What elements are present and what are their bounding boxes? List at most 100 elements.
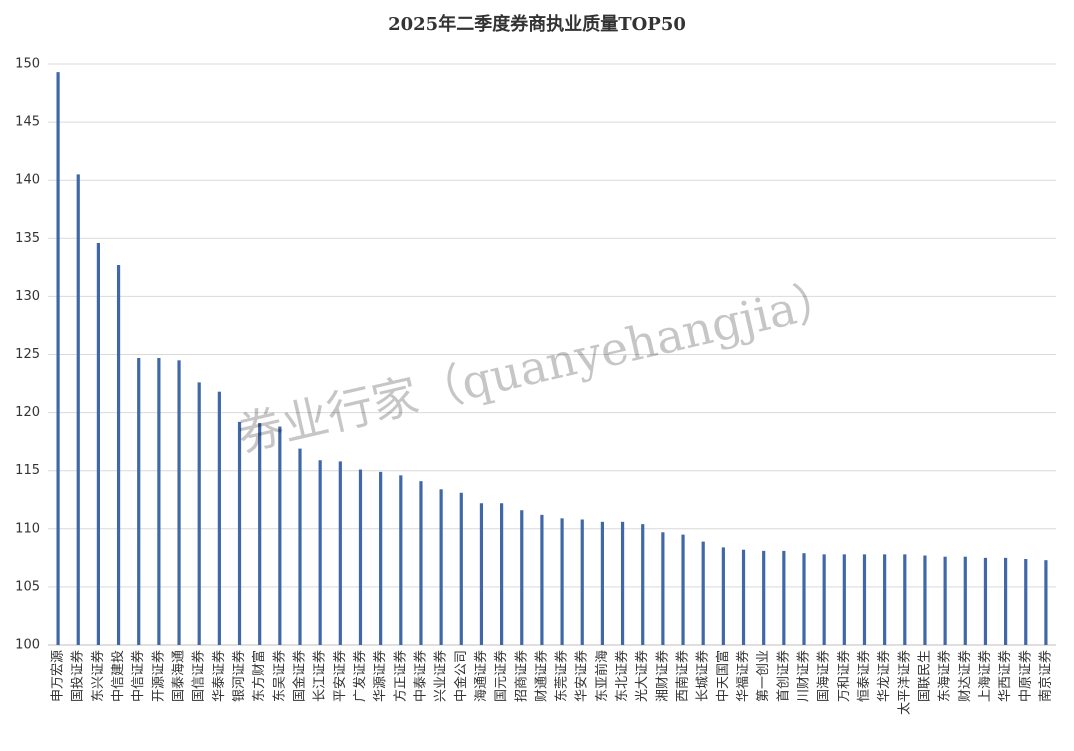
x-tick-label: 华源证券: [372, 650, 388, 702]
bar: [237, 421, 242, 645]
bar: [983, 557, 988, 645]
x-tick-label: 国元证券: [493, 650, 509, 702]
x-tick-label: 太平洋证券: [896, 650, 912, 715]
x-tick-label: 中信建投: [110, 650, 126, 702]
x-tick-label: 万和证券: [836, 650, 852, 702]
x-tick-label: 国投证券: [70, 650, 86, 702]
x-tick-label: 中金公司: [453, 650, 469, 702]
bar: [379, 471, 383, 645]
bar: [358, 469, 363, 645]
x-tick-label: 东莞证券: [554, 650, 570, 702]
x-tick-label: 东兴证券: [90, 650, 106, 702]
bar: [681, 534, 685, 645]
bar: [641, 524, 645, 645]
y-tick-label: 145: [15, 115, 40, 130]
x-tick-label: 华福证券: [735, 650, 751, 702]
bar: [318, 460, 322, 645]
x-tick-label: 中信证券: [130, 650, 146, 702]
bar: [883, 554, 887, 645]
y-tick-label: 135: [15, 231, 40, 246]
bar: [620, 521, 625, 645]
bar: [338, 461, 342, 645]
bar: [137, 357, 141, 645]
bar: [802, 553, 806, 645]
bar: [862, 554, 867, 645]
x-tick-label: 华龙证券: [876, 650, 892, 702]
bar: [903, 554, 907, 645]
x-tick-label: 光大证券: [634, 650, 650, 702]
bar: [56, 72, 60, 645]
bar: [943, 556, 947, 645]
x-tick-label: 开源证券: [150, 650, 166, 702]
x-tick-label: 华安证券: [574, 650, 590, 702]
x-tick-label: 东海证券: [937, 650, 953, 702]
x-tick-label: 中原证券: [1017, 650, 1033, 702]
x-tick-label: 第一创业: [756, 650, 771, 702]
x-tick-label: 财通证券: [533, 650, 549, 702]
x-tick-label: 银河证券: [231, 650, 247, 702]
x-tick-label: 首创证券: [775, 650, 791, 702]
bar: [600, 521, 604, 645]
x-tick-label: 上海证券: [977, 650, 993, 702]
x-tick-label: 平安证券: [332, 650, 348, 702]
bar: [1024, 559, 1028, 645]
x-tick-label: 东吴证券: [271, 650, 287, 702]
x-tick-label: 招商证券: [513, 650, 529, 702]
bar: [1044, 560, 1048, 645]
bar: [701, 541, 705, 645]
bar: [741, 549, 746, 645]
x-tick-label: 申万宏源: [51, 650, 66, 702]
y-tick-label: 125: [15, 347, 40, 362]
bar: [963, 556, 967, 645]
y-tick-label: 110: [15, 521, 40, 536]
bar: [298, 448, 302, 645]
x-tick-label: 华西证券: [997, 650, 1013, 702]
x-tick-label: 国金证券: [292, 650, 308, 702]
x-tick-label: 兴业证券: [433, 650, 449, 702]
y-tick-label: 100: [15, 638, 40, 653]
chart-title: 2025年二季度券商执业质量TOP50: [388, 13, 686, 35]
bar: [116, 265, 121, 645]
x-tick-label: 广发证券: [352, 650, 368, 702]
bar: [419, 481, 423, 645]
bar: [520, 510, 524, 645]
x-tick-label: 长城证券: [695, 650, 711, 702]
x-tick-label: 川财证券: [796, 650, 812, 702]
x-tick-label: 方正证券: [392, 650, 408, 702]
x-tick-label: 恒泰证券: [856, 650, 872, 702]
x-tick-label: 长江证券: [312, 650, 328, 702]
bar: [479, 503, 484, 645]
y-tick-label: 105: [15, 579, 40, 594]
x-tick-label: 国联民生: [917, 650, 932, 702]
bar: [439, 489, 443, 645]
bar: [923, 555, 927, 645]
bar: [217, 391, 221, 645]
y-tick-label: 150: [15, 57, 40, 72]
x-tick-label: 国海证券: [816, 650, 832, 702]
x-tick-label: 东亚前海: [594, 650, 610, 702]
bar: [197, 382, 201, 645]
bar: [540, 514, 544, 645]
bar: [76, 174, 80, 645]
y-tick-label: 120: [15, 405, 40, 420]
bar: [258, 423, 262, 645]
bar: [96, 242, 100, 645]
x-tick-label: 国泰海通: [172, 650, 187, 702]
x-tick-label: 东北证券: [614, 650, 630, 702]
x-tick-label: 东方财富: [251, 650, 267, 702]
bar: [721, 547, 725, 645]
x-tick-label: 海通证券: [473, 650, 489, 702]
bar: [580, 519, 584, 645]
bar: [500, 503, 504, 645]
y-tick-label: 130: [15, 289, 40, 304]
y-tick-label: 115: [15, 463, 40, 478]
watermark: 券业行家（quanyehangjia）: [232, 270, 846, 462]
x-tick-label: 西南证券: [675, 650, 691, 702]
x-tick-label: 国信证券: [191, 650, 207, 702]
bar: [782, 550, 786, 645]
bar: [842, 554, 846, 645]
x-tick-label: 中天国富: [715, 650, 731, 702]
x-tick-label: 南京证券: [1037, 650, 1053, 702]
bar: [560, 518, 564, 645]
